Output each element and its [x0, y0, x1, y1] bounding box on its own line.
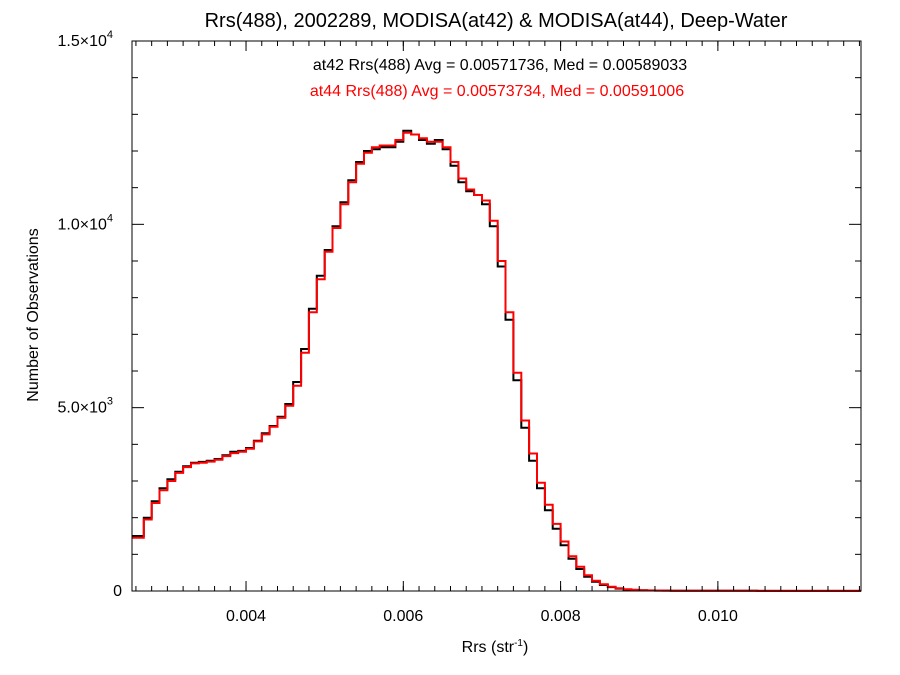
axes-layer: 0.004 0.006 0.008 0.01005.0×1031.0×1041.5×1… — [57, 29, 862, 625]
y-tick-mantissa: 1.0×10 — [57, 216, 106, 233]
x-tick-label: 0.004 — [226, 608, 266, 625]
y-tick-exponent: 3 — [107, 396, 113, 408]
y-tick-mantissa: 0 — [113, 583, 122, 600]
x-tick-label: 0.006 — [383, 608, 423, 625]
plot-frame — [131, 40, 862, 592]
annotation-at44: at44 Rrs(488) Avg = 0.00573734, Med = 0.… — [310, 83, 684, 100]
y-tick-label: 1.5×104 — [57, 29, 113, 50]
y-axis-label: Number of Observations — [25, 228, 42, 401]
series-line-at42 — [132, 129, 861, 592]
y-tick-exponent: 4 — [107, 212, 113, 224]
x-axis-label-base: Rrs (str — [462, 639, 515, 656]
x-axis-label-sup: -1 — [514, 638, 523, 649]
x-tick-label: 0.010 — [698, 608, 738, 625]
y-tick-label: 0 — [113, 583, 122, 600]
y-tick-label: 5.0×103 — [57, 396, 113, 417]
x-axis-label: Rrs (str-1) — [462, 638, 529, 656]
annotation-at42: at42 Rrs(488) Avg = 0.00571736, Med = 0.… — [313, 57, 687, 74]
chart-title: Rrs(488), 2002289, MODISA(at42) & MODISA… — [205, 10, 788, 32]
x-tick-label: 0.008 — [541, 608, 581, 625]
x-axis-label-tail: ) — [523, 639, 528, 656]
series-layer — [132, 129, 861, 592]
series-line-at44 — [132, 131, 861, 592]
y-tick-exponent: 4 — [107, 29, 113, 41]
y-tick-mantissa: 5.0×10 — [57, 400, 106, 417]
y-tick-label: 1.0×104 — [57, 212, 113, 233]
y-tick-mantissa: 1.5×10 — [57, 33, 106, 50]
